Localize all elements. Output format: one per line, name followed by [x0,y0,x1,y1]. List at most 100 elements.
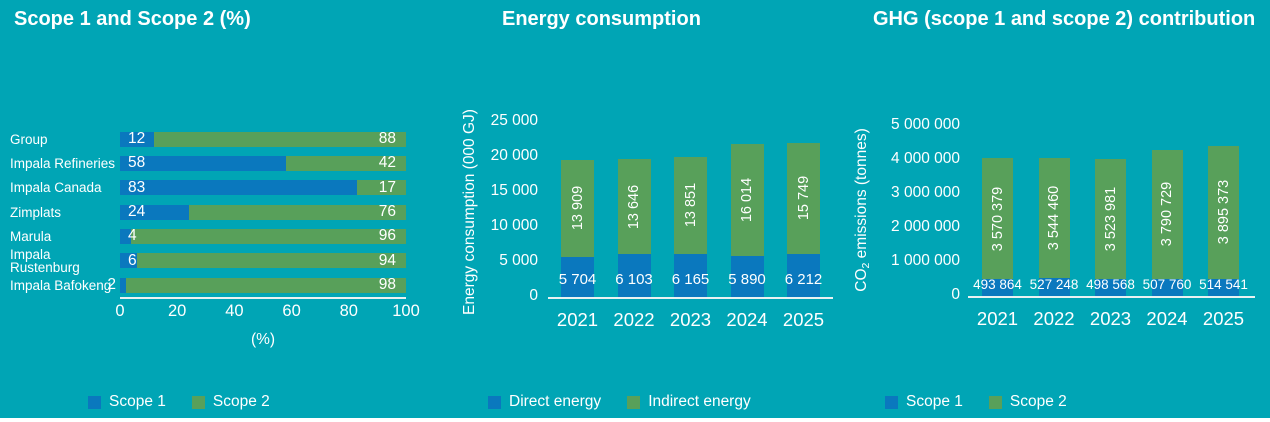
value-label-scope2: 96 [378,227,396,245]
value-label-scope2: 94 [378,251,396,269]
bar-segment-scope-1 [1038,278,1070,296]
category-label: Impala Refineries [10,155,116,171]
legend-item: Direct energy [488,393,601,411]
value-label: 6 103 [615,271,653,288]
legend-item: Indirect energy [627,393,751,411]
bar-segment-scope1 [120,204,189,220]
legend-scope-split: Scope 1 Scope 2 [88,393,296,411]
category-label: Impala Canada [10,180,102,196]
x-category-label: 2024 [1146,308,1188,329]
x-category-label: 2024 [726,309,768,330]
value-label-rotated: 3 544 460 [1046,185,1062,251]
legend-swatch [885,395,898,409]
bar-segment-scope-1 [1151,278,1183,296]
bar-track: 12 88 [120,130,406,148]
bar-segment-scope-1 [1208,278,1239,296]
value-label-scope2: 88 [378,130,396,148]
bar-track: 24 76 [120,203,406,221]
bar-segment-scope2 [188,204,406,220]
legend-label: Direct energy [509,393,602,410]
bar-segment-scope2 [285,155,406,171]
hbar-plot-area: Group 12 88 Impala Refineries 58 42 Impala Can… [10,127,410,297]
chart-title-ghg: GHG (scope 1 and scope 2) contribution [873,8,1256,30]
y-tick-label: 20 000 [490,147,538,164]
bar-segment-scope1 [120,155,286,171]
bar-segment-scope1 [120,277,126,293]
bar-segment-scope-1 [1095,279,1126,296]
legend-label: Indirect energy [648,393,751,410]
legend-label: Scope 1 [109,393,166,410]
y-tick-label: 1 000 000 [891,252,960,269]
y-tick-label: 0 [951,286,960,303]
y-tick-label: 15 000 [490,182,538,199]
chart-panel-scope-split: Scope 1 and Scope 2 (%) Group 12 88 Impala … [0,0,430,422]
category-label: Zimplats [10,204,62,220]
value-label: 493 864 [973,277,1022,292]
x-category-label: 2025 [782,309,825,330]
legend-swatch [627,395,641,409]
value-label: 527 248 [1029,277,1079,292]
bar-segment-direct-energy [561,257,594,297]
y-tick-label: 5 000 [499,252,538,269]
chart-panel-ghg: GHG (scope 1 and scope 2) contribution C… [850,0,1270,422]
chart-panel-energy: Energy consumption Energy consumption (0… [430,0,850,422]
chart-title-scope-split: Scope 1 and Scope 2 (%) [14,8,251,30]
x-category-label: 2021 [556,309,599,330]
category-label: Impala Bafokeng [10,277,112,293]
category-label: Marula [10,228,52,244]
value-label: 5 890 [728,271,766,288]
x-tick-label: 100 [392,302,420,320]
value-label-scope2: 98 [378,276,396,294]
value-label-scope1: 12 [128,130,146,148]
x-axis-line [548,297,833,299]
x-tick-label: 20 [168,302,187,320]
value-label-scope1: 58 [128,154,146,172]
value-label: 6 165 [671,271,710,288]
value-label-rotated: 15 749 [795,176,812,221]
value-label-scope2: 17 [378,178,396,196]
legend-item: Scope 2 [191,393,270,411]
bar-segment-direct-energy [730,255,764,297]
vbar-plot-area-ghg: 5 000 000 4 000 000 3 000 000 2 000 000 1 00… [850,0,1270,422]
value-label-rotated: 13 851 [682,183,699,228]
bar-segment-scope1 [120,253,138,269]
x-tick-label: 0 [115,302,125,320]
bar-segment-direct-energy [787,253,820,297]
legend-energy: Direct energy Indirect energy [488,393,777,411]
bar-segment-scope2 [125,277,406,293]
legend-item: Scope 2 [988,393,1067,411]
bar-segment-scope1 [120,180,358,196]
value-label-scope2: 76 [378,203,396,221]
bar-segment-scope-2 [1038,157,1070,279]
category-row: Impala Rustenburg 6 94 [10,248,410,274]
value-label-rotated: 16 014 [739,177,755,222]
bar-segment-indirect-energy [674,156,707,254]
value-label-rotated: 3 523 981 [1102,186,1119,252]
value-label-rotated: 3 570 379 [989,186,1006,251]
bar-segment-scope1 [120,131,155,147]
y-tick-label: 3 000 000 [891,184,960,201]
value-label: 5 704 [558,271,597,288]
bar-segment-scope-2 [982,157,1013,280]
x-category-label: 2023 [1089,308,1132,329]
legend-swatch [988,395,1002,409]
bar-segment-scope-2 [1208,146,1239,279]
y-tick-label: 25 000 [490,112,538,129]
value-label-rotated: 13 909 [569,186,586,231]
bar-segment-scope2 [131,228,406,244]
category-label: Group [10,131,48,147]
bar-segment-scope-2 [1151,149,1183,279]
bar-segment-direct-energy [617,254,651,297]
x-category-label: 2023 [669,309,712,330]
chart-title-energy: Energy consumption [502,8,701,30]
legend-swatch [488,395,501,409]
category-row: Marula 4 96 [10,224,410,248]
value-label-scope2: 42 [378,154,396,172]
value-label-rotated: 3 790 729 [1159,182,1175,247]
legend-label: Scope 2 [1009,393,1067,410]
bar-segment-indirect-energy [730,143,764,256]
bar-segment-indirect-energy [787,143,820,254]
y-tick-label: 2 000 000 [891,218,960,235]
category-row: Impala Bafokeng 2 98 [10,273,410,297]
